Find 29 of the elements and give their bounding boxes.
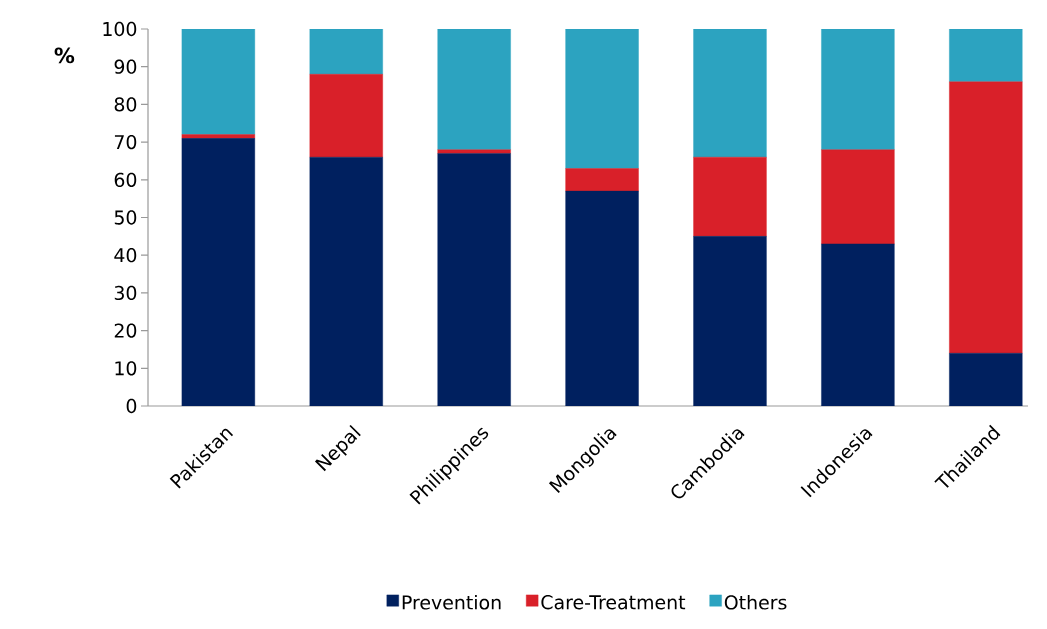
y-tick-label: 50 [114, 210, 137, 225]
y-tick-label: 60 [114, 172, 137, 187]
bar [181, 29, 255, 135]
y-tick-label: 0 [126, 398, 137, 414]
y-tick-label: 10 [115, 361, 137, 376]
bar [949, 29, 1023, 82]
bar [821, 149, 895, 245]
y-tick-label: 20 [114, 323, 137, 338]
legend-label: Care-Treatment [541, 595, 686, 610]
bar [565, 168, 639, 192]
bar [437, 29, 511, 150]
bar [693, 29, 767, 158]
bar [181, 134, 255, 139]
bar [693, 156, 767, 237]
y-tick-label: 40 [114, 248, 137, 263]
bar [437, 149, 511, 154]
y-tick-label: 70 [114, 134, 137, 150]
y-tick-label: 80 [114, 97, 137, 112]
bar [565, 29, 639, 169]
bar [821, 29, 895, 150]
legend-label: Prevention [402, 594, 501, 610]
bar [949, 81, 1023, 354]
legend-label: Others [724, 594, 787, 610]
y-tick-label: 100 [103, 21, 137, 37]
y-axis-title: % [54, 47, 75, 64]
bar [309, 29, 383, 75]
bar [309, 74, 383, 158]
y-tick-label: 30 [114, 285, 137, 301]
y-tick-label: 90 [114, 59, 137, 74]
